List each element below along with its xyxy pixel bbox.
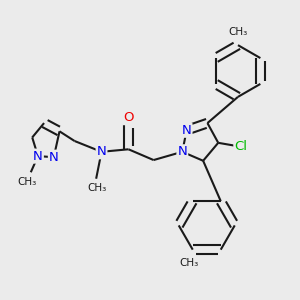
Text: CH₃: CH₃: [228, 26, 248, 37]
Text: N: N: [182, 124, 191, 137]
Text: CH₃: CH₃: [179, 258, 199, 268]
Text: N: N: [33, 150, 43, 163]
Text: N: N: [49, 151, 58, 164]
Text: CH₃: CH₃: [18, 177, 37, 187]
Text: CH₃: CH₃: [87, 183, 106, 193]
Text: N: N: [97, 145, 106, 158]
Text: N: N: [177, 145, 187, 158]
Text: Cl: Cl: [234, 140, 247, 153]
Text: O: O: [123, 111, 134, 124]
